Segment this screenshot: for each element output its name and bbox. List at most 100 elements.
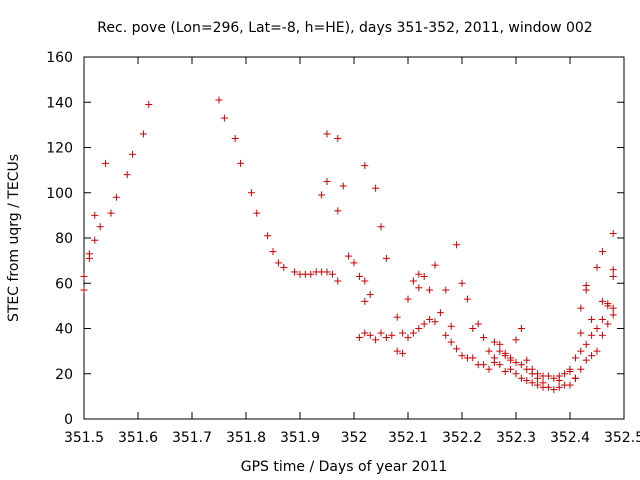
data-point: [550, 374, 558, 382]
data-point: [345, 252, 353, 260]
data-point: [582, 282, 590, 290]
data-point: [598, 331, 606, 339]
data-point: [415, 284, 423, 292]
data-point: [388, 331, 396, 339]
data-point: [237, 159, 245, 167]
data-point: [307, 270, 315, 278]
data-point: [593, 263, 601, 271]
x-tick-label: 351.6: [118, 430, 158, 446]
data-point: [247, 189, 255, 197]
data-point: [436, 309, 444, 317]
x-tick-label: 352.4: [550, 430, 590, 446]
data-point: [377, 329, 385, 337]
data-point: [280, 263, 288, 271]
data-point: [123, 171, 131, 179]
data-point: [323, 130, 331, 138]
data-point: [485, 365, 493, 373]
data-point: [355, 334, 363, 342]
x-tick-label: 352.3: [496, 430, 536, 446]
data-point: [490, 338, 498, 346]
data-point: [291, 268, 299, 276]
data-point: [458, 352, 466, 360]
data-point: [215, 96, 223, 104]
data-point: [339, 182, 347, 190]
data-point: [534, 381, 542, 389]
data-point: [112, 193, 120, 201]
data-point: [517, 374, 525, 382]
data-point: [318, 191, 326, 199]
data-point: [582, 340, 590, 348]
plot-area-border: [83, 56, 625, 420]
data-point: [501, 349, 509, 357]
data-point: [334, 134, 342, 142]
y-tick-label: 0: [64, 412, 73, 428]
data-point: [496, 347, 504, 355]
data-point: [480, 361, 488, 369]
y-tick-label: 120: [46, 141, 73, 157]
data-point: [453, 241, 461, 249]
data-point: [588, 331, 596, 339]
data-point: [566, 381, 574, 389]
data-point: [377, 223, 385, 231]
data-point: [453, 345, 461, 353]
data-point: [323, 177, 331, 185]
data-point: [328, 270, 336, 278]
data-point: [598, 315, 606, 323]
data-point: [566, 367, 574, 375]
data-point: [409, 277, 417, 285]
data-point: [507, 365, 515, 373]
data-point: [393, 313, 401, 321]
data-point: [571, 354, 579, 362]
data-point: [604, 320, 612, 328]
data-point: [490, 358, 498, 366]
data-point: [426, 286, 434, 294]
data-point: [480, 334, 488, 342]
data-point: [598, 297, 606, 305]
data-point: [447, 322, 455, 330]
x-tick-label: 352.5: [604, 430, 640, 446]
x-tick-label: 351.7: [172, 430, 212, 446]
data-point: [404, 334, 412, 342]
data-point: [399, 329, 407, 337]
data-point: [512, 358, 520, 366]
data-point: [393, 347, 401, 355]
data-point: [463, 295, 471, 303]
data-point: [561, 370, 569, 378]
y-tick-label: 80: [55, 231, 73, 247]
data-point: [102, 159, 110, 167]
data-point: [350, 259, 358, 267]
data-point: [469, 325, 477, 332]
data-point: [609, 311, 617, 319]
data-point: [426, 315, 434, 323]
data-point: [512, 370, 520, 378]
data-point: [372, 184, 380, 192]
data-point: [80, 272, 88, 280]
data-point: [588, 315, 596, 323]
y-tick-label: 20: [55, 367, 73, 383]
x-tick-label: 352: [341, 430, 368, 446]
data-point: [85, 254, 93, 262]
data-point: [523, 377, 531, 385]
data-point: [139, 130, 147, 138]
data-point: [534, 370, 542, 378]
data-point: [528, 379, 536, 387]
y-tick-label: 40: [55, 322, 73, 338]
data-point: [80, 286, 88, 294]
data-point: [496, 361, 504, 369]
data-point: [512, 336, 520, 344]
data-point: [231, 134, 239, 142]
data-point: [555, 377, 563, 385]
x-tick-label: 352.2: [442, 430, 482, 446]
data-point: [361, 162, 369, 170]
data-point: [582, 356, 590, 364]
data-point: [274, 259, 282, 267]
y-tick-label: 140: [46, 95, 73, 111]
data-point: [550, 386, 558, 394]
data-point: [91, 236, 99, 244]
data-point: [593, 325, 601, 332]
data-point: [107, 209, 115, 217]
data-point: [420, 320, 428, 328]
data-point: [528, 365, 536, 373]
y-tick-label: 100: [46, 186, 73, 202]
data-point: [517, 325, 525, 332]
